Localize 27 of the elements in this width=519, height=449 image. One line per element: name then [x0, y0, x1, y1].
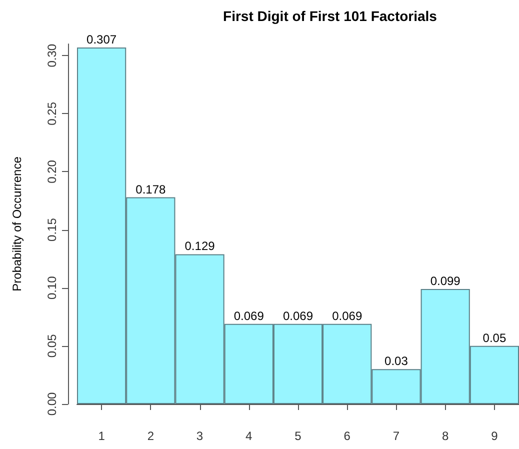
chart-title: First Digit of First 101 Factorials — [223, 8, 438, 24]
x-tick-label: 6 — [344, 429, 351, 443]
y-tick-label: 0.20 — [45, 160, 59, 184]
y-tick-label: 0.10 — [45, 276, 59, 300]
y-tick-label: 0.15 — [45, 218, 59, 242]
data-label: 0.03 — [384, 354, 408, 368]
y-tick-label: 0.00 — [45, 392, 59, 416]
x-tick-label: 5 — [294, 429, 302, 443]
y-axis-title: Probability of Occurrence — [10, 156, 24, 292]
data-label: 0.307 — [86, 32, 117, 46]
x-tick-label: 3 — [196, 429, 204, 443]
data-label: 0.178 — [136, 182, 166, 196]
x-tick-label: 2 — [147, 429, 154, 443]
data-label: 0.069 — [234, 308, 264, 323]
data-label: 0.069 — [282, 308, 314, 323]
x-tick-label: 4 — [246, 429, 253, 443]
data-label: 0.069 — [332, 308, 362, 323]
data-label: 0.099 — [430, 274, 461, 288]
y-tick-label: 0.25 — [45, 102, 59, 126]
y-tick-label: 0.30 — [45, 44, 59, 68]
data-label: 0.05 — [482, 330, 506, 345]
y-tick-label: 0.05 — [45, 334, 59, 358]
x-tick-label: 8 — [442, 429, 449, 443]
data-label: 0.129 — [184, 239, 216, 254]
x-tick-label: 7 — [392, 429, 400, 443]
x-tick-label: 1 — [98, 429, 106, 443]
x-tick-label: 9 — [491, 429, 498, 443]
